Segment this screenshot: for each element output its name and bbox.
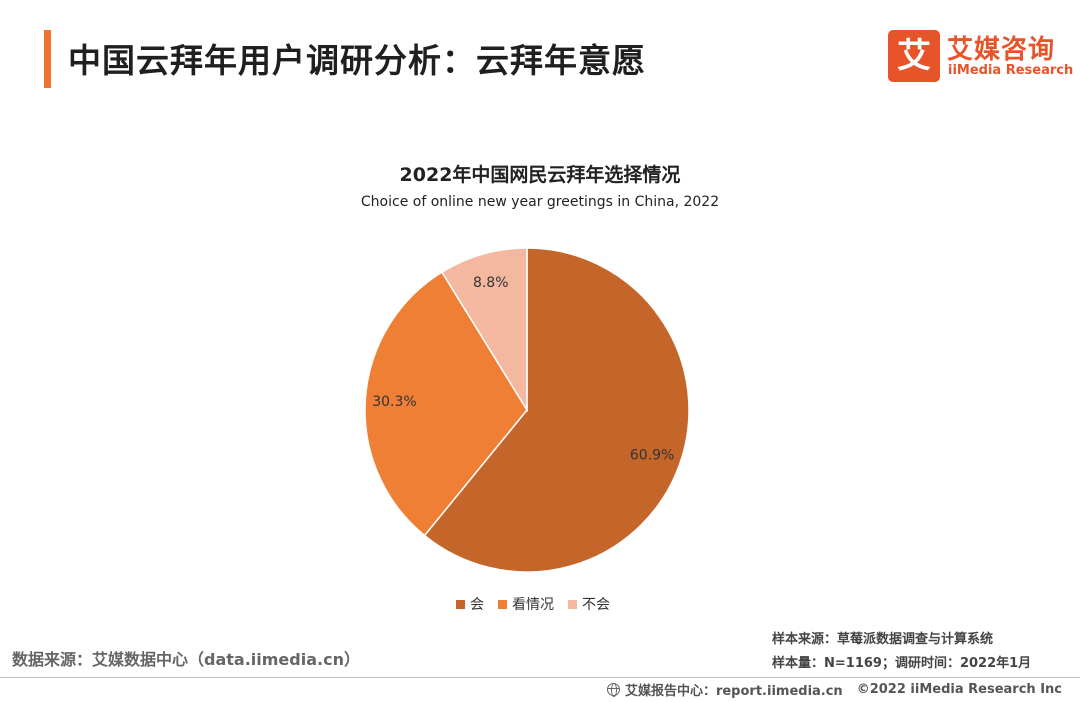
- logo-mark: 艾: [888, 30, 940, 82]
- legend-item-hui: 会: [456, 594, 484, 614]
- title-accent-bar: [44, 30, 51, 88]
- logo-name-en: iiMedia Research: [948, 63, 1074, 78]
- chart-title: 2022年中国网民云拜年选择情况: [399, 164, 681, 186]
- legend-swatch: [498, 599, 507, 609]
- legend-label: 看情况: [512, 597, 554, 613]
- legend-label: 不会: [582, 597, 610, 613]
- data-source: 数据来源：艾媒数据中心（data.iimedia.cn）: [12, 650, 360, 669]
- legend-item-buhui: 不会: [568, 594, 610, 614]
- footer-report-center[interactable]: 艾媒报告中心：report.iimedia.cn: [624, 684, 843, 699]
- pie-slice-label-1: 30.3%: [372, 394, 416, 410]
- pie-slice-label-0: 60.9%: [630, 448, 674, 464]
- pie-slice-label-2: 8.8%: [473, 275, 509, 291]
- globe-icon: [606, 683, 620, 697]
- footer-copyright: ©2022 iiMedia Research Inc: [856, 682, 1062, 697]
- sample-size: 样本量：N=1169；调研时间：2022年1月: [772, 656, 1032, 671]
- footer-divider: [0, 677, 1080, 678]
- legend-item-kanqingkuang: 看情况: [498, 594, 554, 614]
- chart-legend: 会 看情况 不会: [456, 594, 624, 614]
- pie-slice-2: [440, 247, 528, 413]
- iimedia-logo: 艾 艾媒咨询 iiMedia Research: [888, 30, 1073, 82]
- legend-label: 会: [470, 597, 484, 613]
- chart-subtitle: Choice of online new year greetings in C…: [360, 194, 720, 210]
- page-title: 中国云拜年用户调研分析：云拜年意愿: [68, 41, 646, 80]
- logo-name-cn: 艾媒咨询: [947, 35, 1056, 65]
- pie-slice-0: [423, 247, 690, 573]
- legend-swatch: [456, 599, 465, 609]
- sample-source: 样本来源：草莓派数据调查与计算系统: [772, 632, 994, 647]
- footer: 艾媒报告中心：report.iimedia.cn ©2022 iiMedia R…: [606, 680, 1062, 699]
- pie-slice-1: [364, 271, 528, 537]
- logo-glyph: 艾: [897, 36, 931, 76]
- legend-swatch: [568, 599, 577, 609]
